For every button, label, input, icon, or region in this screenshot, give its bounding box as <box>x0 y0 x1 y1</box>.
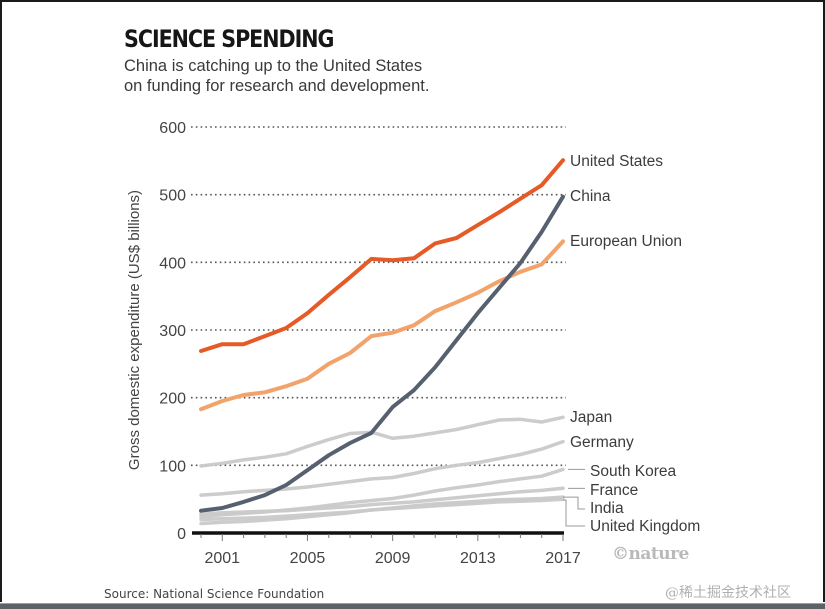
gridlines <box>191 126 566 467</box>
series-labels: United States China European Union Japan Ger… <box>563 153 700 535</box>
series-label-united-states: United States <box>570 153 663 170</box>
y-tick-label: 400 <box>159 255 186 272</box>
series-label-china: China <box>570 188 611 205</box>
leader-line <box>563 499 585 527</box>
series-line-united-kingdom <box>199 497 565 522</box>
x-tick-label: 2017 <box>545 550 581 567</box>
y-tick-label: 200 <box>159 391 186 408</box>
x-tick-label: 2001 <box>204 550 240 567</box>
series-line-france <box>199 486 565 516</box>
series-label-japan: Japan <box>570 409 612 426</box>
series-line-china <box>199 194 565 513</box>
series-label-france: France <box>590 482 638 499</box>
y-tick-label: 0 <box>177 526 186 543</box>
series-lines <box>199 158 565 526</box>
series-line-germany <box>199 439 565 497</box>
series-label-south-korea: South Korea <box>590 463 677 480</box>
series-label-india: India <box>590 500 624 517</box>
series-label-germany: Germany <box>570 434 634 451</box>
y-axis-ticks: 0 100 200 300 400 500 600 <box>159 120 186 543</box>
nature-logo: ©nature <box>612 544 689 564</box>
subtitle-line-1: China is catching up to the United State… <box>124 57 423 75</box>
bottom-border <box>0 603 825 609</box>
series-label-european-union: European Union <box>570 233 682 250</box>
x-tick-label: 2009 <box>375 550 411 567</box>
series-line-european-union <box>199 239 565 412</box>
chart-title: SCIENCE SPENDING <box>124 25 334 53</box>
source-note: Source: National Science Foundation <box>104 587 325 601</box>
watermark: @稀土掘金技术社区 <box>665 585 791 601</box>
series-label-united-kingdom: United Kingdom <box>590 518 700 535</box>
y-tick-label: 600 <box>159 120 186 137</box>
leader-line <box>563 496 585 510</box>
x-tick-label: 2005 <box>290 550 326 567</box>
y-axis-title: Gross domestic expenditure (US$ billions… <box>126 190 143 470</box>
chart-subtitle: China is catching up to the United State… <box>124 56 524 96</box>
y-tick-label: 300 <box>159 323 186 340</box>
x-tick-label: 2013 <box>460 550 496 567</box>
series-line-japan <box>199 415 565 468</box>
series-line-united-states <box>199 158 565 353</box>
y-tick-label: 100 <box>159 458 186 475</box>
y-tick-label: 500 <box>159 188 186 205</box>
x-axis: 2001 2005 2009 2013 2017 <box>192 531 581 567</box>
subtitle-line-2: on funding for research and development. <box>124 77 430 95</box>
